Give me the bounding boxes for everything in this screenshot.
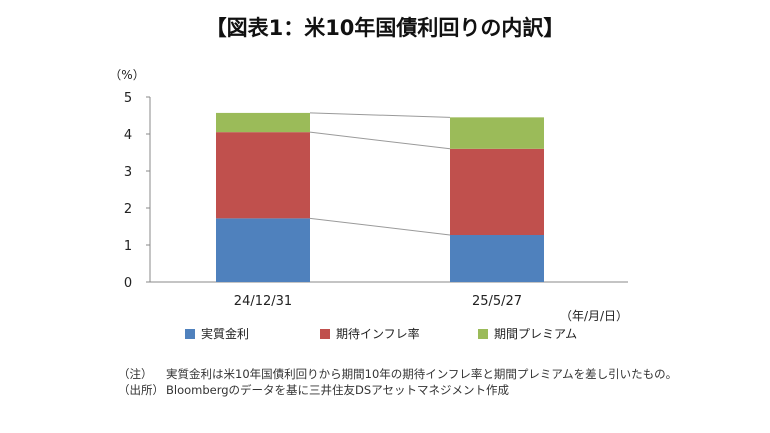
y-tick-label: 3 xyxy=(124,165,132,180)
bar-segment xyxy=(450,117,544,149)
y-tick-label: 0 xyxy=(124,276,132,291)
source-text: Bloombergのデータを基に三井住友DSアセットマネジメント作成 xyxy=(166,383,509,397)
y-tick-label: 2 xyxy=(124,202,132,217)
y-tick-label: 4 xyxy=(124,128,132,143)
legend-item-term-premium: 期間プレミアム xyxy=(478,325,577,342)
footnotes: （注） 実質金利は米10年国債利回りから期間10年の期待インフレ率と期間プレミア… xyxy=(118,366,686,398)
chart-title: 【図表1：米10年国債利回りの内訳】 xyxy=(205,16,565,40)
x-tick-label: 24/12/31 xyxy=(234,294,292,309)
connector-line xyxy=(309,131,451,150)
legend-label: 期間プレミアム xyxy=(494,327,578,341)
x-axis-unit: （年/月/日） xyxy=(560,309,628,323)
legend: 実質金利 期待インフレ率 期間プレミアム xyxy=(0,325,770,345)
connector-line xyxy=(309,217,451,236)
note-row: （注） 実質金利は米10年国債利回りから期間10年の期待インフレ率と期間プレミア… xyxy=(118,366,686,382)
y-tick-label: 1 xyxy=(124,239,132,254)
y-tick-label: 5 xyxy=(124,91,132,106)
legend-label: 期待インフレ率 xyxy=(336,327,420,341)
connector-line xyxy=(309,112,451,118)
note-label: （注） xyxy=(118,367,153,381)
note-text: 実質金利は米10年国債利回りから期間10年の期待インフレ率と期間プレミアムを差し… xyxy=(166,367,678,381)
bar-segment xyxy=(216,112,310,133)
y-axis-unit: （%） xyxy=(109,68,144,82)
legend-swatch xyxy=(478,328,488,339)
legend-item-inflation: 期待インフレ率 xyxy=(320,325,420,342)
bar-segment xyxy=(450,235,544,282)
bar-segment xyxy=(450,148,544,236)
x-tick-label: 25/5/27 xyxy=(472,294,522,309)
bar-segment xyxy=(216,132,310,219)
legend-swatch xyxy=(185,328,195,339)
source-label: （出所） xyxy=(118,383,164,397)
legend-item-real-rate: 実質金利 xyxy=(185,325,249,342)
bar-segment xyxy=(216,218,310,282)
legend-label: 実質金利 xyxy=(201,327,250,341)
legend-swatch xyxy=(320,328,330,339)
source-row: （出所） Bloombergのデータを基に三井住友DSアセットマネジメント作成 xyxy=(118,382,686,398)
